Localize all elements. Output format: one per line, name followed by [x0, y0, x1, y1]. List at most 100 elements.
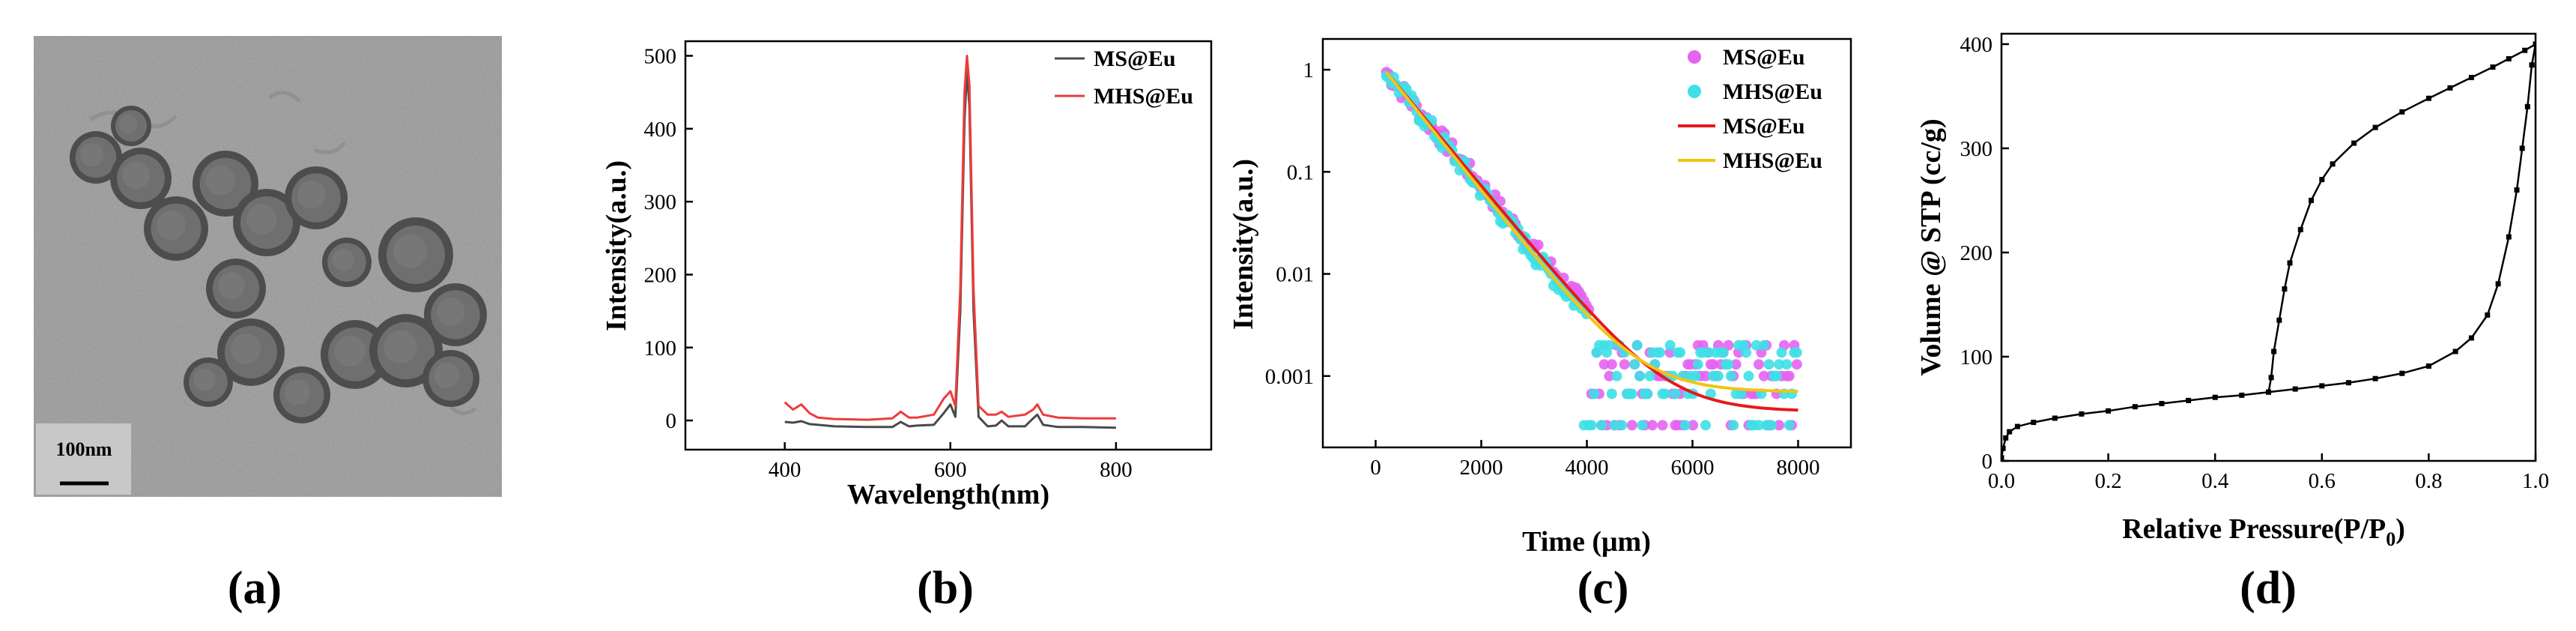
- point-c-mhs: [1629, 359, 1640, 370]
- y-tick-label-d: 0: [1982, 450, 1993, 474]
- nanoparticle-texture: [332, 248, 354, 271]
- legend-c-ms-fit-label: MS@Eu: [1723, 114, 1805, 139]
- nanoparticle-texture: [118, 115, 138, 133]
- point-c-mhs: [1692, 359, 1703, 370]
- isotherm-adsorption-marker: [2529, 62, 2535, 68]
- point-c-mhs: [1679, 420, 1691, 431]
- isotherm-adsorption-marker: [2001, 455, 2004, 461]
- isotherm-adsorption-marker: [2052, 415, 2058, 421]
- point-c-mhs: [1774, 359, 1785, 370]
- point-c-mhs: [1766, 420, 1777, 431]
- point-c-ms: [1619, 359, 1630, 370]
- point-c-mhs: [1642, 388, 1653, 399]
- y-tick-label-d: 100: [1960, 345, 1993, 369]
- y-tick-label-d: 400: [1960, 33, 1993, 57]
- isotherm-adsorption-marker: [2495, 281, 2501, 287]
- x-tick-label-c: 4000: [1566, 456, 1609, 480]
- isotherm-desorption-marker: [2297, 226, 2303, 232]
- isotherm-adsorption-marker: [2212, 394, 2218, 400]
- isotherm-desorption-marker: [2351, 140, 2357, 146]
- isotherm-adsorption-marker: [2345, 380, 2351, 386]
- isotherm-adsorption-marker: [2003, 435, 2009, 441]
- point-c-ms: [1606, 359, 1617, 370]
- nanoparticle-texture: [393, 234, 427, 268]
- x-tick-label-b: 400: [769, 458, 801, 482]
- isotherm-adsorption-marker: [2132, 404, 2138, 410]
- legend-c-mhs-fit-label: MHS@Eu: [1723, 148, 1822, 173]
- isotherm-desorption-line: [2267, 43, 2536, 393]
- isotherm-desorption-marker: [2268, 375, 2274, 381]
- nanoparticle-texture: [384, 330, 417, 364]
- point-c-mhs: [1690, 370, 1701, 381]
- x-tick-label-d: 0.2: [2094, 469, 2121, 493]
- point-c-ms: [1783, 370, 1795, 381]
- point-c-mhs: [1631, 339, 1643, 351]
- point-c-mhs: [1763, 359, 1775, 370]
- isotherm-desorption-marker: [2506, 55, 2512, 61]
- point-c-ms: [1657, 420, 1668, 431]
- isotherm-adsorption-marker: [2001, 445, 2006, 451]
- point-c-mhs: [1659, 388, 1670, 399]
- nanoparticle-texture: [436, 297, 465, 326]
- y-tick-label-d: 200: [1960, 241, 1993, 265]
- y-tick-label-c: 0.1: [1287, 160, 1314, 184]
- isotherm-desorption-marker: [2330, 161, 2336, 167]
- point-c-mhs: [1718, 347, 1729, 358]
- point-c-mhs: [1670, 388, 1681, 399]
- fit-c-mhs-line: [1385, 70, 1798, 393]
- point-c-mhs: [1655, 347, 1666, 358]
- isotherm-desorption-marker: [2425, 95, 2431, 101]
- y-tick-label-d: 300: [1960, 137, 1993, 161]
- point-c-mhs: [1634, 370, 1645, 381]
- isotherm-adsorption-marker: [2079, 411, 2085, 417]
- isotherm-desorption-marker: [2271, 348, 2277, 354]
- isotherm-adsorption-marker: [2292, 386, 2298, 392]
- series-b-mhs-line: [784, 55, 1116, 421]
- isotherm-adsorption-marker: [2425, 363, 2431, 369]
- point-c-mhs: [1754, 420, 1764, 431]
- nanoparticle-texture: [231, 333, 261, 364]
- isotherm-chart: 0.0 0.2 0.4 0.6 0.8 1.0 0 100 200 300 400 Relative…: [1915, 32, 2549, 614]
- legend-c-mhs-points-label: MHS@Eu: [1723, 79, 1822, 104]
- isotherm-desorption-marker: [2276, 317, 2282, 323]
- isotherm-adsorption-marker: [2007, 429, 2013, 435]
- x-tick-label-d: 0.8: [2415, 469, 2442, 493]
- point-c-mhs: [1626, 388, 1637, 399]
- point-c-ms: [1604, 370, 1615, 381]
- point-c-mhs: [1781, 359, 1792, 370]
- isotherm-desorption-marker: [2282, 286, 2288, 292]
- isotherm-desorption-marker: [2319, 177, 2325, 183]
- x-tick-label-d: 0.4: [2201, 469, 2229, 493]
- fit-c-ms-line: [1385, 70, 1798, 412]
- point-c-mhs: [1723, 359, 1734, 370]
- pl-spectrum-chart: 400 600 800 0 100 200 300 400 500 MS@Eu MHS@Eu W…: [601, 40, 1213, 614]
- point-c-ms: [1758, 370, 1769, 381]
- isotherm-adsorption-marker: [2399, 370, 2405, 376]
- y-tick-label-b: 400: [644, 118, 677, 142]
- x-tick-label-c: 8000: [1777, 456, 1820, 480]
- point-c-ms: [1664, 347, 1676, 358]
- scale-bar-label: 100nm: [55, 438, 112, 460]
- nanoparticle-texture: [122, 161, 151, 190]
- nanoparticle-texture: [80, 142, 104, 167]
- y-axis-label-c: Intensity(a.u.): [1228, 159, 1259, 330]
- chart-d-frame: [2000, 32, 2537, 462]
- x-tick-label-d: 0.0: [1988, 469, 2015, 493]
- x-tick-label-c: 0: [1370, 456, 1381, 480]
- point-c-mhs: [1616, 420, 1628, 431]
- y-tick-label-c: 0.01: [1276, 263, 1314, 287]
- point-c-mhs: [1776, 347, 1787, 358]
- nanoparticle-texture: [285, 379, 311, 405]
- point-c-mhs: [1758, 339, 1769, 351]
- isotherm-desorption-marker: [2266, 389, 2271, 395]
- legend-b-ms-label: MS@Eu: [1094, 46, 1176, 71]
- decay-chart: 0 2000 4000 6000 8000 1 0.1 0.01 0.001 MS@Eu MHS…: [1228, 37, 1852, 614]
- point-c-ms: [1688, 420, 1699, 431]
- y-tick-label-b: 100: [644, 336, 677, 360]
- point-c-mhs: [1586, 420, 1597, 431]
- point-c-mhs: [1791, 347, 1802, 358]
- isotherm-adsorption-marker: [2186, 397, 2192, 403]
- y-tick-label-b: 0: [666, 409, 677, 433]
- panel-label-c: (c): [1578, 563, 1629, 614]
